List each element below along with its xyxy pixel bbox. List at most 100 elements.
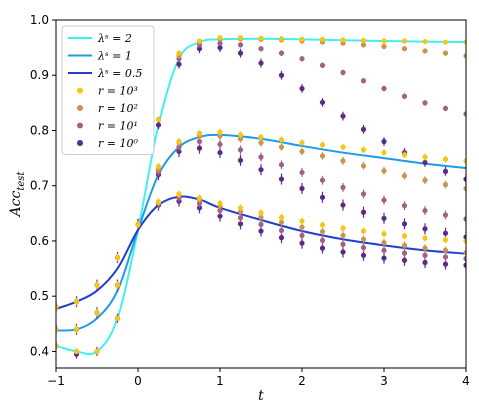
scatter-point-1-0-15 — [360, 42, 367, 48]
scatter-point-0-2-16 — [381, 231, 387, 237]
scatter-point-3-0-16 — [381, 138, 387, 145]
scatter-point-1-1-19 — [442, 182, 449, 188]
scatter-point-1-2-10 — [258, 214, 264, 220]
scatter-point-0-2-3 — [114, 254, 121, 261]
scatter-point-2-1-19 — [442, 212, 449, 218]
y-tick-label-4: 0.8 — [30, 123, 49, 137]
scatter-point-3-1-12 — [299, 185, 305, 192]
scatter-point-0-2-19 — [442, 237, 449, 243]
scatter-point-0-0-6 — [176, 50, 182, 56]
scatter-point-2-1-12 — [299, 169, 305, 176]
scatter-point-0-0-1 — [73, 348, 80, 355]
scatter-point-0-0-20 — [463, 39, 466, 45]
legend-label-2: λˢ = 0.5 — [97, 67, 142, 80]
scatter-point-1-2-13 — [319, 228, 326, 235]
scatter-point-0-2-8 — [217, 200, 223, 206]
scatter-point-2-2-12 — [299, 232, 305, 239]
scatter-point-0-2-1 — [73, 299, 80, 305]
scatter-point-1-1-20 — [463, 185, 466, 192]
legend-swatch-3 — [77, 87, 83, 94]
scatter-point-0-1-7 — [196, 130, 203, 136]
scatter-point-1-2-12 — [299, 224, 305, 230]
scatter-point-3-1-14 — [340, 202, 346, 208]
scatter-point-3-0-11 — [278, 72, 285, 78]
scatter-point-1-1-18 — [422, 177, 428, 183]
scatter-point-2-1-10 — [258, 154, 264, 160]
x-tick-label-4: 3 — [380, 374, 388, 388]
scatter-point-2-2-17 — [401, 250, 408, 256]
scatter-point-0-1-2 — [94, 310, 100, 316]
x-tick-label-0: −1 — [47, 374, 65, 388]
scatter-point-2-0-16 — [381, 85, 387, 92]
scatter-point-0-2-20 — [463, 238, 466, 244]
scatter-point-1-0-19 — [442, 50, 449, 56]
scatter-point-2-0-13 — [319, 62, 326, 68]
scatter-point-3-0-5 — [155, 122, 162, 128]
scatter-point-2-0-19 — [442, 105, 449, 111]
scatter-point-0-1-14 — [340, 144, 346, 150]
scatter-point-0-2-10 — [258, 210, 264, 216]
chart-marks — [56, 35, 466, 359]
scatter-point-0-1-0 — [56, 326, 59, 332]
scatter-point-1-2-18 — [422, 245, 428, 251]
scatter-point-3-1-7 — [196, 145, 203, 151]
scatter-point-2-0-17 — [401, 93, 408, 99]
scatter-point-0-0-17 — [401, 38, 408, 44]
scatter-point-2-1-16 — [381, 197, 387, 203]
scatter-point-0-2-5 — [155, 199, 162, 205]
scatter-point-3-1-20 — [463, 234, 466, 240]
scatter-point-1-0-16 — [381, 43, 387, 50]
x-tick-label-3: 2 — [298, 374, 306, 388]
scatter-point-0-1-13 — [319, 142, 326, 148]
scatter-point-2-1-17 — [401, 203, 408, 209]
scatter-point-0-0-7 — [196, 38, 203, 44]
scatter-point-0-0-16 — [381, 38, 387, 44]
x-tick-label-1: 0 — [134, 374, 142, 388]
legend-label-5: r = 10¹ — [98, 120, 138, 133]
scatter-point-0-1-12 — [299, 140, 305, 146]
scatter-point-0-1-1 — [73, 326, 80, 332]
scatter-point-3-0-10 — [258, 60, 264, 66]
scatter-point-0-2-17 — [401, 233, 408, 239]
scatter-point-3-0-7 — [196, 46, 203, 52]
scatter-point-1-1-16 — [381, 168, 387, 174]
scatter-point-2-0-14 — [340, 69, 346, 76]
scatter-point-0-1-5 — [155, 163, 162, 169]
scatter-point-2-1-20 — [463, 216, 466, 222]
scatter-point-0-0-11 — [278, 36, 285, 42]
scatter-point-0-0-18 — [422, 38, 428, 45]
scatter-point-0-0-19 — [442, 39, 449, 45]
legend-box — [61, 25, 155, 155]
scatter-point-0-0-2 — [94, 348, 100, 355]
scatter-point-3-1-18 — [422, 226, 428, 232]
scatter-point-2-1-14 — [340, 184, 346, 190]
scatter-point-0-1-20 — [463, 158, 466, 164]
scatter-point-3-1-17 — [401, 221, 408, 227]
scatter-point-2-1-15 — [360, 191, 367, 197]
scatter-point-3-1-19 — [442, 230, 449, 236]
scatter-point-2-0-15 — [360, 78, 367, 84]
scatter-point-2-0-10 — [258, 46, 264, 52]
legend-label-6: r = 10⁰ — [98, 137, 138, 150]
scatter-point-3-2-17 — [401, 257, 408, 263]
y-tick-label-5: 0.9 — [30, 68, 49, 82]
y-tick-label-3: 0.7 — [30, 179, 49, 193]
scatter-point-0-2-15 — [360, 228, 367, 234]
scatter-point-2-1-13 — [319, 177, 326, 183]
scatter-point-0-2-14 — [340, 225, 346, 231]
scatter-point-2-0-12 — [299, 56, 305, 62]
scatter-point-1-2-20 — [463, 249, 466, 256]
scatter-point-0-1-17 — [401, 152, 408, 158]
scatter-point-1-1-13 — [319, 153, 326, 159]
scatter-point-0-0-13 — [319, 36, 326, 42]
x-tick-label-5: 4 — [462, 374, 470, 388]
scatter-point-2-0-9 — [237, 42, 244, 48]
scatter-point-0-2-0 — [56, 304, 59, 310]
scatter-point-2-2-14 — [340, 241, 346, 247]
scatter-point-0-2-2 — [94, 282, 100, 288]
scatter-point-1-1-12 — [299, 148, 305, 155]
scatter-point-0-2-7 — [196, 195, 203, 201]
scatter-point-3-1-10 — [258, 167, 264, 173]
legend-label-0: λˢ = 2 — [97, 32, 132, 45]
scatter-point-2-1-7 — [196, 138, 203, 145]
